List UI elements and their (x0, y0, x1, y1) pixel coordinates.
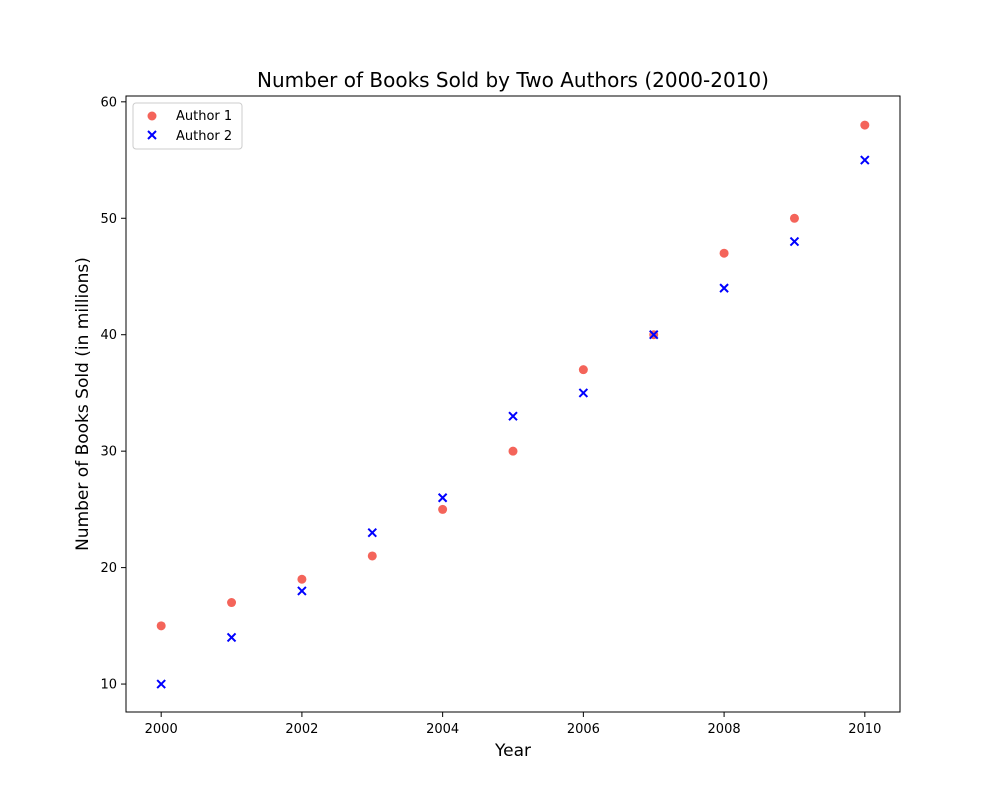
y-axis-ticks: 10 20 30 40 50 60 (100, 95, 126, 693)
y-tick-label: 10 (100, 678, 117, 693)
data-point-author-1 (719, 248, 729, 258)
data-point-author-2 (578, 388, 589, 398)
data-point-author-1 (367, 551, 377, 561)
data-point-author-2 (719, 283, 729, 293)
y-tick-label: 20 (100, 561, 117, 576)
data-point-author-1 (789, 213, 799, 223)
data-point-author-1 (297, 574, 307, 584)
x-tick-label: 2004 (426, 722, 459, 737)
data-point-author-2 (508, 411, 518, 421)
data-point-author-2 (226, 632, 237, 643)
x-axis-ticks: 2000 2002 2004 2006 2008 2010 (145, 712, 881, 737)
data-point-author-1 (227, 598, 237, 608)
data-point-author-2 (789, 236, 800, 247)
data-point-author-2 (367, 527, 377, 538)
data-point-author-1 (578, 365, 588, 375)
legend-label-author-1: Author 1 (176, 109, 232, 124)
plot-frame (125, 95, 901, 713)
data-point-author-2 (156, 679, 166, 689)
data-point-author-2 (860, 155, 870, 165)
x-tick-label: 2006 (567, 722, 600, 737)
y-tick-label: 40 (100, 328, 117, 343)
y-tick-label: 50 (100, 212, 117, 227)
data-point-author-2 (297, 586, 307, 596)
legend-label-author-2: Author 2 (176, 129, 232, 144)
y-axis-label: Number of Books Sold (in millions) (73, 257, 93, 551)
legend-marker-author-2 (147, 130, 157, 140)
y-tick-label: 30 (100, 445, 117, 460)
x-tick-label: 2002 (285, 722, 318, 737)
x-tick-label: 2008 (708, 722, 741, 737)
data-point-author-1 (860, 120, 870, 130)
data-point-author-1 (508, 446, 518, 456)
data-point-author-1 (156, 621, 166, 631)
x-tick-label: 2010 (848, 722, 881, 737)
legend-marker-author-1 (147, 111, 157, 121)
data-points (156, 120, 870, 689)
y-tick-label: 60 (100, 95, 117, 110)
x-axis-label: Year (494, 741, 531, 761)
data-point-author-1 (438, 504, 448, 514)
legend-box (132, 102, 243, 150)
legend: Author 1 Author 2 (132, 102, 243, 150)
x-tick-label: 2000 (145, 722, 178, 737)
chart-title: Number of Books Sold by Two Authors (200… (257, 68, 769, 92)
data-point-author-2 (649, 330, 659, 340)
data-point-author-2 (437, 493, 448, 503)
